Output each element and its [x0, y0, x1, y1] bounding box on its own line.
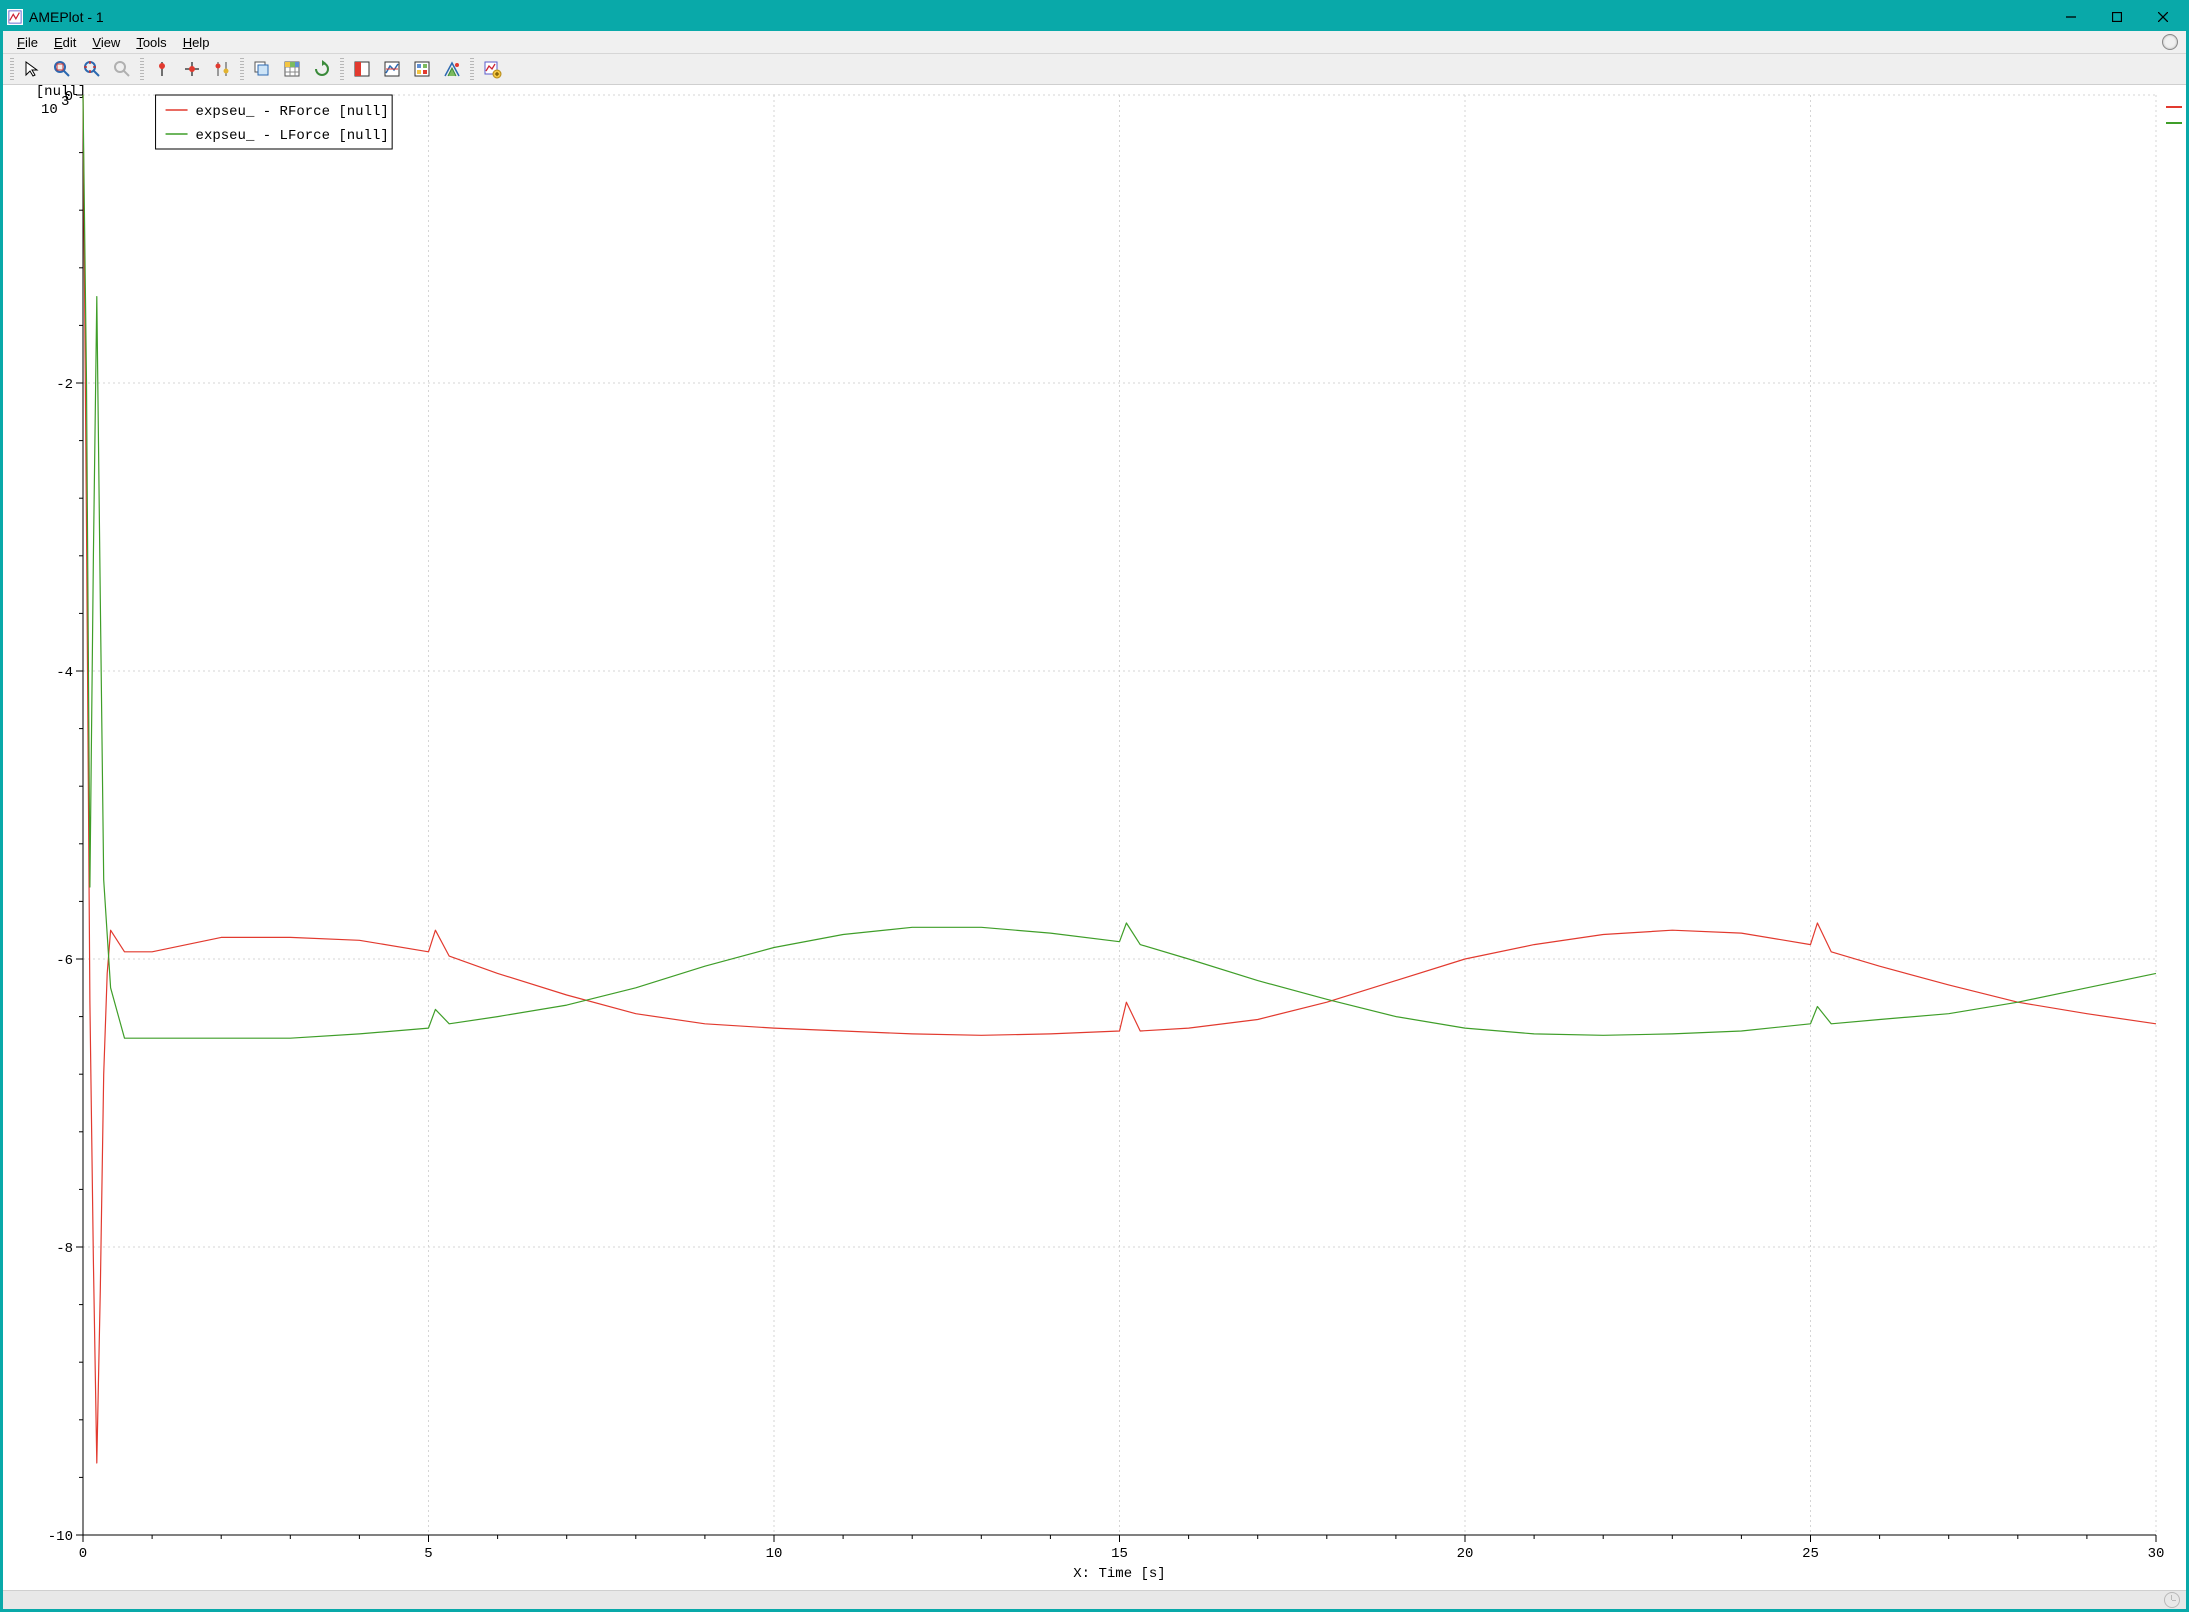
- legend-entry-label: expseu_ - RForce [null]: [196, 104, 389, 120]
- marker-multi-icon: [212, 59, 232, 79]
- zoom-fit-icon: [82, 59, 102, 79]
- marker-cross-button[interactable]: [178, 55, 206, 83]
- y-tick-label: -10: [48, 1529, 73, 1545]
- toolbar: [3, 54, 2186, 85]
- marker-single-icon: [152, 59, 172, 79]
- zoom-fit-button[interactable]: [78, 55, 106, 83]
- y-tick-label: -6: [56, 953, 73, 969]
- legend-entry-label: expseu_ - LForce [null]: [196, 128, 389, 144]
- new-pane-icon: [482, 59, 502, 79]
- menu-view[interactable]: View: [84, 33, 128, 52]
- menu-tools[interactable]: Tools: [128, 33, 174, 52]
- x-tick-label: 0: [79, 1546, 87, 1562]
- zoom-area-icon: [52, 59, 72, 79]
- app-window: AMEPlot - 1 FileEditViewToolsHelp 0 5 10 15…: [0, 0, 2189, 1612]
- close-button[interactable]: [2140, 3, 2186, 31]
- menu-edit[interactable]: Edit: [46, 33, 84, 52]
- panel-d-button[interactable]: [438, 55, 466, 83]
- titlebar[interactable]: AMEPlot - 1: [3, 3, 2186, 31]
- window-controls: [2048, 3, 2186, 31]
- table-view-icon: [282, 59, 302, 79]
- marker-cross-icon: [182, 59, 202, 79]
- x-tick-label: 15: [1111, 1546, 1128, 1562]
- plot-area[interactable]: 051015202530-10-8-6-4-20[null]103X: Time…: [3, 85, 2186, 1590]
- window-title: AMEPlot - 1: [29, 9, 104, 25]
- x-tick-label: 20: [1457, 1546, 1474, 1562]
- panel-b-button[interactable]: [378, 55, 406, 83]
- copy-plot-icon: [252, 59, 272, 79]
- table-view-button[interactable]: [278, 55, 306, 83]
- marker-single-button[interactable]: [148, 55, 176, 83]
- app-icon: [7, 9, 23, 25]
- panel-b-icon: [382, 59, 402, 79]
- toolbar-grip: [470, 58, 474, 80]
- zoom-undo-button[interactable]: [108, 55, 136, 83]
- legend[interactable]: expseu_ - RForce [null] expseu_ - LForce …: [156, 95, 393, 149]
- refresh-icon: [312, 59, 332, 79]
- panel-a-button[interactable]: [348, 55, 376, 83]
- svg-text:3: 3: [61, 94, 69, 110]
- clock-icon: [2164, 1592, 2180, 1608]
- new-pane-button[interactable]: [478, 55, 506, 83]
- pointer-icon: [22, 59, 42, 79]
- statusbar: [3, 1590, 2186, 1609]
- panel-c-icon: [412, 59, 432, 79]
- toolbar-grip: [140, 58, 144, 80]
- toolbar-grip: [10, 58, 14, 80]
- panel-d-icon: [442, 59, 462, 79]
- menu-file[interactable]: File: [9, 33, 46, 52]
- menu-help[interactable]: Help: [175, 33, 218, 52]
- menubar: FileEditViewToolsHelp: [3, 31, 2186, 54]
- x-tick-label: 30: [2148, 1546, 2165, 1562]
- chart-svg: 051015202530-10-8-6-4-20[null]103X: Time…: [3, 85, 2186, 1590]
- toolbar-grip: [340, 58, 344, 80]
- svg-text:10: 10: [41, 102, 58, 118]
- y-tick-label: -2: [56, 377, 73, 393]
- zoom-undo-icon: [112, 59, 132, 79]
- panel-c-button[interactable]: [408, 55, 436, 83]
- y-tick-label: -8: [56, 1241, 73, 1257]
- toolbar-grip: [240, 58, 244, 80]
- maximize-button[interactable]: [2094, 3, 2140, 31]
- x-tick-label: 5: [424, 1546, 432, 1562]
- pointer-button[interactable]: [18, 55, 46, 83]
- refresh-button[interactable]: [308, 55, 336, 83]
- x-axis-label: X: Time [s]: [1073, 1566, 1165, 1582]
- help-circle-icon[interactable]: [2162, 34, 2178, 50]
- zoom-area-button[interactable]: [48, 55, 76, 83]
- y-tick-label: -4: [56, 665, 73, 681]
- x-tick-label: 10: [766, 1546, 783, 1562]
- copy-plot-button[interactable]: [248, 55, 276, 83]
- marker-multi-button[interactable]: [208, 55, 236, 83]
- minimize-button[interactable]: [2048, 3, 2094, 31]
- x-tick-label: 25: [1802, 1546, 1819, 1562]
- panel-a-icon: [352, 59, 372, 79]
